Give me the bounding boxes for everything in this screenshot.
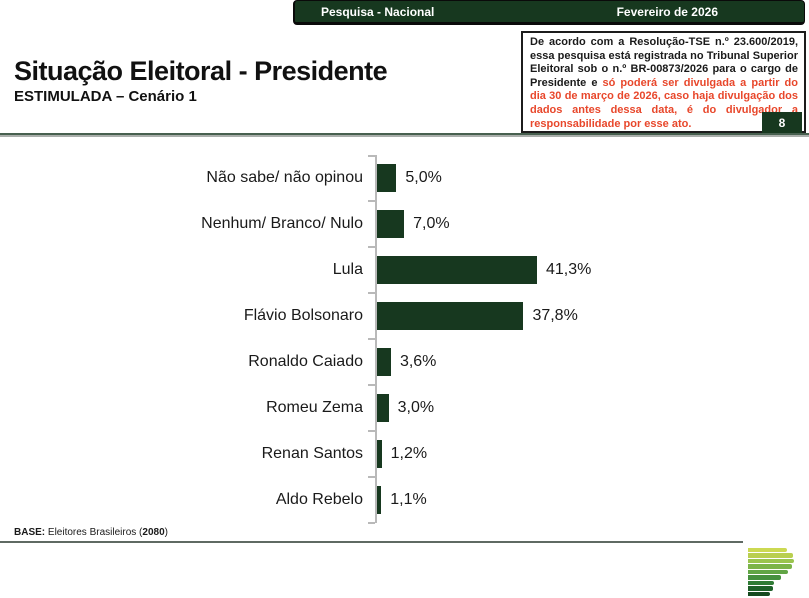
category-label: Não sabe/ não opinou — [206, 169, 363, 186]
category-label: Lula — [332, 261, 363, 278]
value-label: 3,6% — [399, 353, 437, 370]
axis-tick — [368, 338, 375, 340]
bar — [377, 486, 382, 514]
value-label: 3,0% — [397, 399, 435, 416]
chart-row: Romeu Zema 3,0% — [0, 385, 809, 431]
bar — [377, 394, 389, 422]
footer-base-note: BASE: Eleitores Brasileiros (2080) — [14, 527, 168, 538]
logo-stripe — [748, 580, 774, 586]
value-label: 1,1% — [390, 491, 427, 508]
axis-tick — [368, 522, 375, 524]
category-label: Aldo Rebelo — [275, 491, 363, 508]
bar — [377, 164, 397, 192]
axis-tick — [368, 200, 375, 202]
legal-notice-red-text: só poderá ser divulgada a partir do dia … — [530, 76, 798, 130]
axis-tick — [368, 292, 375, 294]
header-bar: Pesquisa - Nacional Fevereiro de 2026 — [293, 0, 805, 25]
header-right-label: Fevereiro de 2026 — [616, 4, 718, 19]
bar — [377, 440, 382, 468]
value-label: 37,8% — [532, 307, 578, 324]
base-suffix: ) — [164, 527, 168, 538]
value-label: 7,0% — [413, 215, 450, 232]
category-label: Ronaldo Caiado — [248, 353, 363, 370]
chart-row: Renan Santos 1,2% — [0, 431, 809, 477]
legal-notice-black-text: De acordo com a Resolução-TSE n.º 23.600… — [530, 36, 798, 89]
category-label: Nenhum/ Branco/ Nulo — [201, 215, 363, 232]
chart-row: Lula 41,3% — [0, 247, 809, 293]
logo-stripe — [748, 548, 787, 553]
value-label: 1,2% — [390, 445, 428, 462]
chart-row: Não sabe/ não opinou 5,0% — [0, 155, 809, 201]
page-title: Situação Eleitoral - Presidente — [14, 56, 388, 86]
header-left-label: Pesquisa - Nacional — [321, 4, 435, 19]
base-prefix: BASE: — [14, 527, 46, 538]
axis-tick — [368, 476, 375, 478]
chart-row: Flávio Bolsonaro 37,8% — [0, 293, 809, 339]
bar-chart: Não sabe/ não opinou 5,0% Nenhum/ Branco/ … — [0, 155, 809, 524]
logo-stripe — [748, 553, 793, 558]
value-label: 41,3% — [546, 261, 592, 278]
legal-notice-box: De acordo com a Resolução-TSE n.º 23.600… — [521, 31, 806, 133]
bar — [377, 302, 524, 330]
axis-tick — [368, 155, 375, 157]
footer-divider — [0, 541, 743, 543]
axis-tick — [368, 246, 375, 248]
base-count: 2080 — [142, 527, 165, 538]
chart-row: Aldo Rebelo 1,1% — [0, 477, 809, 523]
category-label: Romeu Zema — [266, 399, 363, 416]
logo-stripe — [748, 591, 770, 597]
chart-row: Ronaldo Caiado 3,6% — [0, 339, 809, 385]
page-subtitle: ESTIMULADA – Cenário 1 — [14, 88, 197, 105]
category-label: Flávio Bolsonaro — [243, 307, 363, 324]
axis-tick — [368, 384, 375, 386]
bar — [377, 348, 391, 376]
bar — [377, 210, 405, 238]
logo-stripe — [748, 558, 794, 564]
header-divider — [0, 133, 809, 135]
chart-row: Nenhum/ Branco/ Nulo 7,0% — [0, 201, 809, 247]
logo-stripe — [748, 586, 773, 591]
parana-pesquisas-logo — [748, 548, 798, 598]
base-mid: Eleitores Brasileiros ( — [45, 527, 143, 538]
value-label: 5,0% — [405, 169, 442, 186]
chart-axis — [375, 155, 377, 523]
logo-stripe — [748, 569, 788, 575]
page-number-badge: 8 — [762, 112, 802, 133]
axis-tick — [368, 430, 375, 432]
logo-stripe — [748, 564, 792, 569]
logo-stripe — [748, 575, 781, 580]
header-divider-shadow — [0, 135, 809, 137]
category-label: Renan Santos — [261, 445, 363, 462]
title-block: Situação Eleitoral - Presidente ESTIMULA… — [14, 56, 388, 105]
bar — [377, 256, 537, 284]
